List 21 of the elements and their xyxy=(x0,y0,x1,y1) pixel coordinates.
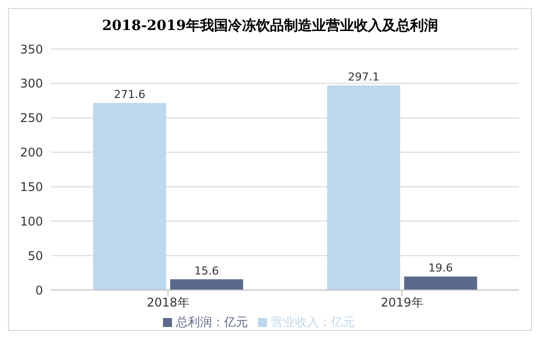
y-tick-label: 50 xyxy=(28,248,43,263)
x-tick-label: 2018年 xyxy=(146,296,190,310)
bar xyxy=(404,276,478,290)
y-tick-label: 0 xyxy=(35,283,43,298)
bar xyxy=(327,85,400,290)
y-tick-label: 200 xyxy=(20,146,43,160)
data-label: 15.6 xyxy=(194,264,219,278)
legend-label: 总利润：亿元 xyxy=(176,315,248,329)
data-label: 271.6 xyxy=(114,88,146,101)
y-tick-label: 250 xyxy=(20,111,43,126)
x-tick-label: 2019年 xyxy=(380,296,424,310)
data-label: 297.1 xyxy=(348,70,380,84)
bar xyxy=(93,102,166,290)
bar xyxy=(170,279,244,290)
y-tick-label: 300 xyxy=(20,76,43,91)
y-tick-label: 350 xyxy=(20,42,43,56)
y-tick-label: 100 xyxy=(20,214,43,228)
legend-label: 营业收入：亿元 xyxy=(271,315,355,329)
data-label: 19.6 xyxy=(428,262,453,275)
chart-title: 2018-2019年我国冷冻饮品制造业营业收入及总利润 xyxy=(101,16,439,36)
y-tick-label: 150 xyxy=(20,180,43,194)
